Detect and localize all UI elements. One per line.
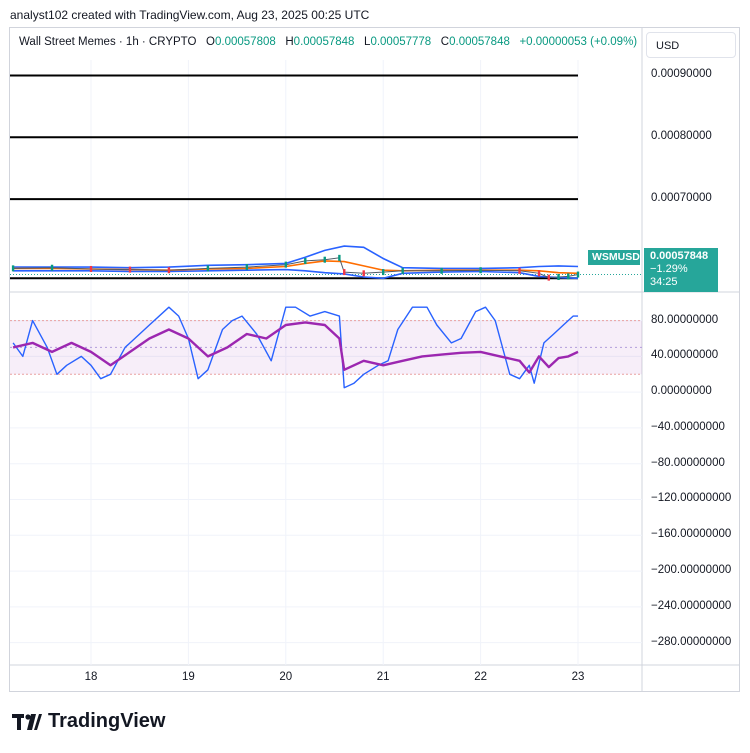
- price-tag: 0.00057848 −1.29% 34:25: [644, 248, 718, 292]
- footer-brand[interactable]: TradingView: [12, 710, 165, 733]
- candle-mark: [323, 256, 326, 263]
- series-lower_band: [13, 268, 579, 280]
- time-axis-tick: 20: [279, 671, 293, 683]
- price-tag-price: 0.00057848: [650, 250, 709, 262]
- legend-l-label: L: [364, 36, 371, 48]
- legend-h-label: H: [285, 36, 294, 48]
- oscillator-axis-tick: 40.00000000: [651, 349, 719, 362]
- currency-button[interactable]: USD: [646, 32, 736, 58]
- oscillator-axis-tick: −200.00000000: [651, 564, 732, 577]
- candle-mark: [547, 274, 550, 281]
- legend-l-value: 0.00057778: [370, 36, 432, 48]
- oscillator-d: [12, 321, 579, 374]
- candle-mark: [479, 267, 482, 274]
- candle-mark: [382, 269, 385, 276]
- oscillator-axis-tick: −160.00000000: [651, 528, 732, 541]
- time-axis-tick: 21: [376, 671, 390, 683]
- price-axis-tick: 0.00080000: [651, 130, 712, 143]
- oscillator-axis-tick: −80.00000000: [651, 456, 725, 469]
- candle-mark: [401, 267, 404, 274]
- candle-mark: [537, 270, 541, 277]
- candle-mark: [89, 265, 93, 272]
- candle-mark: [518, 267, 521, 274]
- time-axis-tick: 23: [571, 671, 585, 683]
- oscillator-axis-tick: −40.00000000: [651, 420, 725, 433]
- candle-mark: [284, 261, 287, 268]
- candle-mark: [338, 254, 341, 261]
- time-axis-tick: 22: [474, 671, 487, 683]
- oscillator-pane: [10, 306, 642, 389]
- candle-mark: [576, 271, 580, 278]
- legend-o-label: O: [206, 36, 215, 48]
- candle-mark: [245, 264, 249, 271]
- tradingview-logo-icon: [12, 713, 42, 730]
- legend-symbol: Wall Street Memes · 1h · CRYPTO: [19, 36, 197, 48]
- candle-mark: [567, 273, 570, 280]
- candle-mark: [50, 264, 54, 271]
- price-pane: [10, 74, 642, 281]
- price-tag-change: −1.29%: [650, 263, 688, 275]
- oscillator-axis-tick: 80.00000000: [651, 313, 719, 326]
- symbol-tag: WSMUSD: [588, 250, 640, 265]
- time-axis-tick: 19: [181, 671, 195, 683]
- legend-c-value: 0.00057848: [449, 36, 510, 48]
- candle-mark: [304, 257, 307, 264]
- time-axis-tick: 18: [84, 671, 98, 683]
- candle-mark: [343, 269, 346, 276]
- price-axis-tick: 0.00070000: [651, 192, 712, 205]
- candle-mark: [206, 265, 210, 272]
- chart-frame: [9, 27, 740, 692]
- candle-mark: [557, 274, 560, 281]
- legend-change: +0.00000053 (+0.09%): [519, 36, 638, 48]
- candle-mark: [440, 267, 443, 274]
- author-line: analyst102 created with TradingView.com,…: [10, 8, 370, 22]
- candle-mark: [11, 265, 15, 272]
- legend-h-value: 0.00057848: [293, 36, 355, 48]
- oscillator-axis-tick: −280.00000000: [651, 635, 732, 648]
- ohlc-legend: Wall Street Memes · 1h · CRYPTO O0.00057…: [19, 36, 637, 48]
- candle-mark: [362, 270, 365, 277]
- oscillator-axis-tick: 0.00000000: [651, 385, 712, 398]
- footer-brand-text: TradingView: [48, 710, 166, 732]
- oscillator-axis-tick: −240.00000000: [651, 599, 732, 612]
- legend-o-value: 0.00057808: [215, 36, 276, 48]
- legend-c-label: C: [440, 36, 450, 48]
- price-tag-countdown: 34:25: [650, 276, 678, 288]
- series-upper_band: [13, 245, 579, 270]
- price-axis-tick: 0.00090000: [651, 68, 712, 81]
- candle-mark: [128, 266, 132, 273]
- oscillator-axis-tick: −120.00000000: [651, 492, 732, 505]
- candle-mark: [167, 267, 171, 274]
